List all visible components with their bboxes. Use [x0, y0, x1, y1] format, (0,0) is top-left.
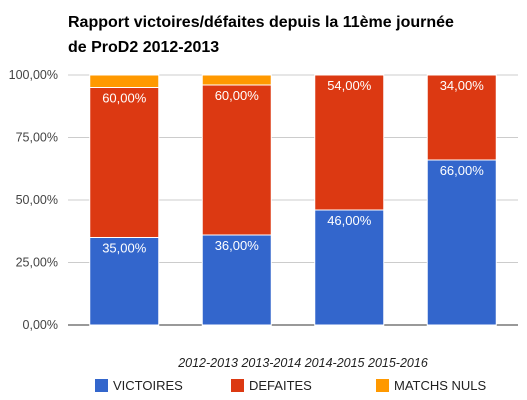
data-label: 34,00%	[440, 78, 485, 93]
bar-segment	[201, 74, 272, 86]
legend-label: DEFAITES	[249, 378, 312, 393]
legend-item: VICTOIRES	[95, 378, 183, 393]
x-axis-categories: 2012-2013 2013-2014 2014-2015 2015-2016	[177, 356, 428, 370]
bar-segment	[89, 237, 160, 326]
data-label: 60,00%	[102, 91, 147, 106]
bar-segment	[314, 209, 385, 326]
data-labels: 35,00% 60,00% 36,00% 60,00% 46,00% 54,00% 66,0…	[102, 78, 484, 256]
bar-segment	[426, 159, 497, 326]
y-tick-label: 0,00%	[23, 318, 58, 332]
bar-segment	[201, 84, 272, 236]
legend-swatch	[231, 379, 244, 392]
legend-label: MATCHS NULS	[394, 378, 487, 393]
y-axis-ticks: 0,00% 25,00% 50,00% 75,00% 100,00%	[9, 68, 58, 332]
chart-title: Rapport victoires/défaites depuis la 11è…	[68, 10, 518, 60]
legend-label: VICTOIRES	[113, 378, 183, 393]
legend: VICTOIRES DEFAITES MATCHS NULS	[95, 378, 487, 393]
y-tick-label: 100,00%	[9, 68, 58, 82]
bar-segment	[89, 87, 160, 238]
legend-item: DEFAITES	[231, 378, 312, 393]
chart-title-line-2: de ProD2 2012-2013	[68, 39, 220, 56]
y-tick-label: 50,00%	[16, 193, 58, 207]
legend-item: MATCHS NULS	[376, 378, 487, 393]
bar-segment	[314, 74, 385, 211]
data-label: 60,00%	[215, 88, 260, 103]
bars	[89, 74, 497, 326]
legend-swatch	[376, 379, 389, 392]
data-label: 35,00%	[102, 241, 147, 256]
bar-segment	[201, 234, 272, 326]
data-label: 46,00%	[327, 213, 372, 228]
data-label: 66,00%	[440, 163, 485, 178]
x-category-labels: 2012-2013 2013-2014 2014-2015 2015-2016	[177, 356, 428, 370]
bar-segment	[426, 74, 497, 161]
y-tick-label: 25,00%	[16, 256, 58, 270]
x-category-label: 2012-2013	[177, 356, 238, 370]
legend-swatch	[95, 379, 108, 392]
x-category-label: 2014-2015	[301, 356, 364, 370]
x-category-label: 2015-2016	[365, 356, 428, 370]
data-label: 36,00%	[215, 238, 260, 253]
bar-segment	[89, 74, 160, 88]
chart-title-line-1: Rapport victoires/défaites depuis la 11è…	[68, 14, 454, 31]
data-label: 54,00%	[327, 78, 372, 93]
x-category-label: 2013-2014	[238, 356, 301, 370]
y-tick-label: 75,00%	[16, 131, 58, 145]
